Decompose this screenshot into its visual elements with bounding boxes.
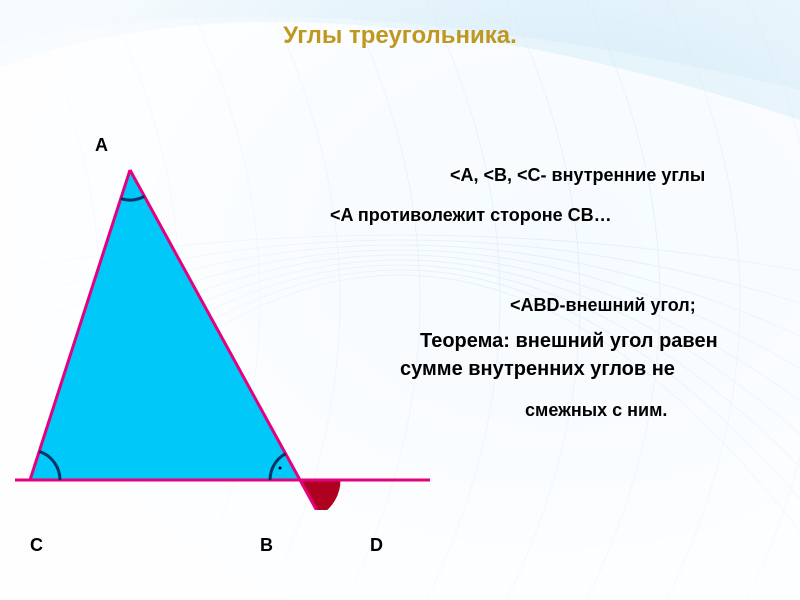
vertex-label-c: C [30,535,43,556]
text-theorem-line1: Теорема: внешний угол равен [420,330,718,353]
text-exterior-angle: <ABD-внешний угол; [510,295,696,316]
triangle-diagram [10,150,440,510]
text-theorem-line3: смежных с ним. [525,400,667,421]
vertex-label-b: B [260,535,273,556]
vertex-label-d: D [370,535,383,556]
text-opposite-side: <A противолежит стороне СВ… [330,205,612,226]
vertex-label-a: A [95,135,108,156]
slide-title: Углы треугольника. [0,22,800,50]
text-theorem-line2: сумме внутренних углов не [400,358,675,381]
text-interior-angles: <A, <B, <C- внутренние углы [450,165,705,186]
